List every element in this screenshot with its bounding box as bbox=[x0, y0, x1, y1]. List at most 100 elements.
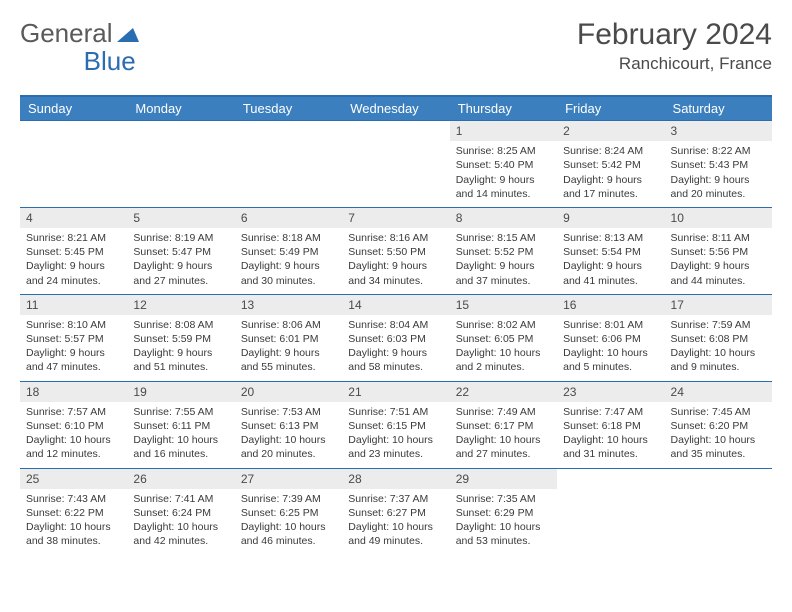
detail-line: Sunset: 5:54 PM bbox=[563, 245, 658, 259]
logo-triangle-icon bbox=[117, 18, 139, 49]
day-details: Sunrise: 8:04 AMSunset: 6:03 PMDaylight:… bbox=[342, 315, 449, 381]
day-2: 2Sunrise: 8:24 AMSunset: 5:42 PMDaylight… bbox=[557, 121, 664, 207]
detail-line: Sunrise: 8:25 AM bbox=[456, 144, 551, 158]
detail-line: Sunset: 5:59 PM bbox=[133, 332, 228, 346]
detail-line: Sunset: 6:05 PM bbox=[456, 332, 551, 346]
detail-line: Daylight: 10 hours and 5 minutes. bbox=[563, 346, 658, 374]
location: Ranchicourt, France bbox=[577, 54, 772, 74]
detail-line: Sunset: 6:10 PM bbox=[26, 419, 121, 433]
day-26: 26Sunrise: 7:41 AMSunset: 6:24 PMDayligh… bbox=[127, 469, 234, 555]
day-details: Sunrise: 8:11 AMSunset: 5:56 PMDaylight:… bbox=[665, 228, 772, 294]
day-21: 21Sunrise: 7:51 AMSunset: 6:15 PMDayligh… bbox=[342, 382, 449, 468]
detail-line: Daylight: 10 hours and 53 minutes. bbox=[456, 520, 551, 548]
day-number: 19 bbox=[127, 382, 234, 402]
day-details: Sunrise: 8:18 AMSunset: 5:49 PMDaylight:… bbox=[235, 228, 342, 294]
detail-line: Sunset: 5:56 PM bbox=[671, 245, 766, 259]
day-details: Sunrise: 8:15 AMSunset: 5:52 PMDaylight:… bbox=[450, 228, 557, 294]
detail-line: Sunset: 6:08 PM bbox=[671, 332, 766, 346]
day-28: 28Sunrise: 7:37 AMSunset: 6:27 PMDayligh… bbox=[342, 469, 449, 555]
day-details: Sunrise: 8:02 AMSunset: 6:05 PMDaylight:… bbox=[450, 315, 557, 381]
empty-cell bbox=[127, 121, 234, 207]
day-number bbox=[235, 121, 342, 139]
detail-line: Sunrise: 8:01 AM bbox=[563, 318, 658, 332]
day-7: 7Sunrise: 8:16 AMSunset: 5:50 PMDaylight… bbox=[342, 208, 449, 294]
detail-line: Sunrise: 8:16 AM bbox=[348, 231, 443, 245]
day-15: 15Sunrise: 8:02 AMSunset: 6:05 PMDayligh… bbox=[450, 295, 557, 381]
detail-line: Sunset: 6:24 PM bbox=[133, 506, 228, 520]
weekday-thursday: Thursday bbox=[450, 97, 557, 120]
day-14: 14Sunrise: 8:04 AMSunset: 6:03 PMDayligh… bbox=[342, 295, 449, 381]
title-block: February 2024 Ranchicourt, France bbox=[577, 18, 772, 74]
day-19: 19Sunrise: 7:55 AMSunset: 6:11 PMDayligh… bbox=[127, 382, 234, 468]
weekday-monday: Monday bbox=[127, 97, 234, 120]
detail-line: Sunrise: 8:22 AM bbox=[671, 144, 766, 158]
day-number: 5 bbox=[127, 208, 234, 228]
day-number: 12 bbox=[127, 295, 234, 315]
week-row: 4Sunrise: 8:21 AMSunset: 5:45 PMDaylight… bbox=[20, 207, 772, 294]
day-details: Sunrise: 8:06 AMSunset: 6:01 PMDaylight:… bbox=[235, 315, 342, 381]
logo-text-1: General bbox=[20, 18, 113, 49]
detail-line: Sunrise: 8:08 AM bbox=[133, 318, 228, 332]
detail-line: Sunset: 5:45 PM bbox=[26, 245, 121, 259]
detail-line: Sunrise: 8:06 AM bbox=[241, 318, 336, 332]
day-number bbox=[665, 469, 772, 487]
detail-line: Sunset: 6:18 PM bbox=[563, 419, 658, 433]
detail-line: Sunrise: 8:15 AM bbox=[456, 231, 551, 245]
detail-line: Sunrise: 7:59 AM bbox=[671, 318, 766, 332]
day-number: 27 bbox=[235, 469, 342, 489]
detail-line: Sunset: 6:11 PM bbox=[133, 419, 228, 433]
day-number: 22 bbox=[450, 382, 557, 402]
detail-line: Sunrise: 7:39 AM bbox=[241, 492, 336, 506]
detail-line: Sunrise: 8:04 AM bbox=[348, 318, 443, 332]
detail-line: Sunset: 6:29 PM bbox=[456, 506, 551, 520]
day-24: 24Sunrise: 7:45 AMSunset: 6:20 PMDayligh… bbox=[665, 382, 772, 468]
day-details: Sunrise: 7:57 AMSunset: 6:10 PMDaylight:… bbox=[20, 402, 127, 468]
day-number bbox=[557, 469, 664, 487]
day-6: 6Sunrise: 8:18 AMSunset: 5:49 PMDaylight… bbox=[235, 208, 342, 294]
detail-line: Sunrise: 7:35 AM bbox=[456, 492, 551, 506]
day-number: 13 bbox=[235, 295, 342, 315]
day-details: Sunrise: 8:22 AMSunset: 5:43 PMDaylight:… bbox=[665, 141, 772, 207]
logo-text-2: Blue bbox=[84, 46, 136, 77]
detail-line: Sunset: 5:49 PM bbox=[241, 245, 336, 259]
day-number: 21 bbox=[342, 382, 449, 402]
detail-line: Daylight: 10 hours and 9 minutes. bbox=[671, 346, 766, 374]
day-11: 11Sunrise: 8:10 AMSunset: 5:57 PMDayligh… bbox=[20, 295, 127, 381]
detail-line: Daylight: 9 hours and 24 minutes. bbox=[26, 259, 121, 287]
day-number: 18 bbox=[20, 382, 127, 402]
day-number: 23 bbox=[557, 382, 664, 402]
detail-line: Daylight: 10 hours and 31 minutes. bbox=[563, 433, 658, 461]
day-number: 4 bbox=[20, 208, 127, 228]
detail-line: Daylight: 9 hours and 41 minutes. bbox=[563, 259, 658, 287]
detail-line: Daylight: 9 hours and 34 minutes. bbox=[348, 259, 443, 287]
weekday-saturday: Saturday bbox=[665, 97, 772, 120]
detail-line: Sunset: 6:15 PM bbox=[348, 419, 443, 433]
detail-line: Daylight: 10 hours and 12 minutes. bbox=[26, 433, 121, 461]
detail-line: Sunrise: 8:21 AM bbox=[26, 231, 121, 245]
day-number: 6 bbox=[235, 208, 342, 228]
empty-cell bbox=[665, 469, 772, 555]
detail-line: Sunrise: 7:51 AM bbox=[348, 405, 443, 419]
week-row: 1Sunrise: 8:25 AMSunset: 5:40 PMDaylight… bbox=[20, 120, 772, 207]
empty-cell bbox=[235, 121, 342, 207]
detail-line: Sunset: 6:17 PM bbox=[456, 419, 551, 433]
day-details: Sunrise: 8:24 AMSunset: 5:42 PMDaylight:… bbox=[557, 141, 664, 207]
detail-line: Daylight: 9 hours and 20 minutes. bbox=[671, 173, 766, 201]
day-details: Sunrise: 8:19 AMSunset: 5:47 PMDaylight:… bbox=[127, 228, 234, 294]
week-row: 25Sunrise: 7:43 AMSunset: 6:22 PMDayligh… bbox=[20, 468, 772, 555]
day-details: Sunrise: 7:49 AMSunset: 6:17 PMDaylight:… bbox=[450, 402, 557, 468]
detail-line: Sunrise: 7:37 AM bbox=[348, 492, 443, 506]
day-details: Sunrise: 8:21 AMSunset: 5:45 PMDaylight:… bbox=[20, 228, 127, 294]
day-number: 28 bbox=[342, 469, 449, 489]
day-number: 3 bbox=[665, 121, 772, 141]
detail-line: Sunrise: 8:02 AM bbox=[456, 318, 551, 332]
day-number: 16 bbox=[557, 295, 664, 315]
detail-line: Sunset: 6:22 PM bbox=[26, 506, 121, 520]
detail-line: Daylight: 10 hours and 38 minutes. bbox=[26, 520, 121, 548]
day-1: 1Sunrise: 8:25 AMSunset: 5:40 PMDaylight… bbox=[450, 121, 557, 207]
day-25: 25Sunrise: 7:43 AMSunset: 6:22 PMDayligh… bbox=[20, 469, 127, 555]
day-20: 20Sunrise: 7:53 AMSunset: 6:13 PMDayligh… bbox=[235, 382, 342, 468]
day-number: 29 bbox=[450, 469, 557, 489]
weekday-wednesday: Wednesday bbox=[342, 97, 449, 120]
detail-line: Daylight: 9 hours and 44 minutes. bbox=[671, 259, 766, 287]
